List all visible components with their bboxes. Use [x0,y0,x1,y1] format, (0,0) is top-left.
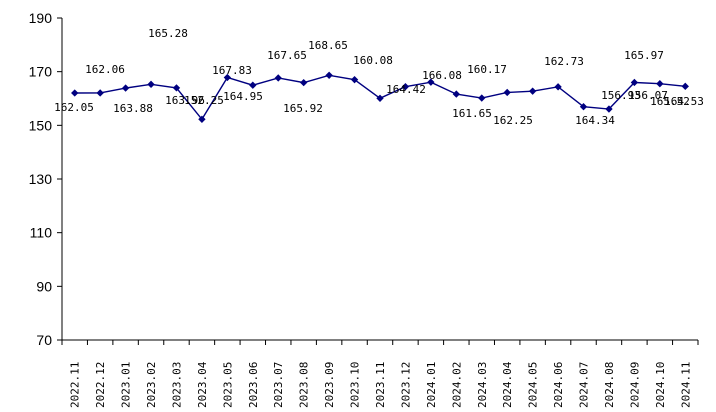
x-tick-label: 2023.09 [323,362,336,408]
y-tick-label: 150 [29,117,53,133]
data-point [503,88,511,97]
data-point [579,103,588,111]
data-label: 162.05 [54,101,94,114]
data-point [478,94,486,102]
data-point [452,90,460,98]
data-label: 164.42 [386,83,426,96]
data-label: 156.07 [628,89,668,102]
y-tick-label: 90 [36,278,52,294]
x-tick-label: 2022.11 [69,362,82,408]
data-label: 160.08 [353,54,393,67]
x-tick-label: 2024.01 [425,362,438,408]
data-point [96,89,104,97]
data-point [605,105,613,113]
x-tick-label: 2023.07 [272,362,285,408]
data-label: 164.34 [575,114,615,127]
data-point [528,87,537,95]
y-tick-label: 190 [29,10,53,26]
data-label: 160.17 [467,63,507,76]
x-tick-label: 2023.11 [374,362,387,408]
x-tick-label: 2023.12 [399,362,412,408]
data-point [325,71,333,79]
x-tick-label: 2023.03 [170,362,183,408]
data-point [427,78,435,86]
data-point [71,89,79,97]
data-label: 167.83 [212,64,252,77]
data-label: 165.97 [624,49,664,62]
data-label: 167.65 [267,49,307,62]
x-tick-label: 2023.02 [145,362,158,408]
data-point [300,78,308,87]
data-point [630,78,639,87]
data-point [656,80,664,88]
data-label: 166.08 [422,69,462,82]
x-tick-label: 2024.06 [552,362,565,408]
data-point [223,73,232,82]
data-point [249,81,257,89]
x-tick-label: 2023.06 [247,362,260,408]
x-tick-label: 2023.08 [298,362,311,408]
x-tick-label: 2024.09 [628,362,641,408]
y-tick-label: 130 [29,171,53,187]
data-point [350,75,359,84]
data-label: 163.88 [113,102,153,115]
data-label: 156.93 [601,89,641,102]
data-label: 163.96 [165,94,205,107]
data-point [147,80,155,89]
data-label: 164.95 [223,90,263,103]
data-point [376,94,384,102]
data-label: 165.52 [650,95,690,108]
x-tick-label: 2023.01 [120,362,133,408]
y-tick-label: 70 [36,332,52,348]
x-tick-label: 2023.04 [196,361,209,408]
x-tick-label: 2022.12 [94,362,107,408]
x-tick-label: 2023.10 [349,362,362,408]
data-label: 168.65 [308,39,348,52]
x-tick-label: 2024.02 [450,362,463,408]
data-label: 165.28 [148,27,188,40]
data-label: 164.53 [664,95,704,108]
x-tick-label: 2023.05 [221,362,234,408]
data-label: 162.06 [85,63,125,76]
data-point [681,82,689,91]
x-tick-label: 2024.08 [603,362,616,408]
x-tick-label: 2024.10 [654,362,667,408]
data-label: 161.65 [452,107,492,120]
data-point [274,74,282,82]
data-point [554,83,562,91]
data-label: 152.25 [184,94,224,107]
x-tick-label: 2024.11 [679,362,692,408]
data-point [121,84,130,92]
y-tick-label: 170 [29,64,53,80]
x-tick-label: 2024.04 [501,361,514,408]
x-tick-label: 2024.03 [476,362,489,408]
x-tick-label: 2024.07 [578,362,591,408]
data-point [198,115,206,123]
data-point [172,84,181,92]
data-label: 165.92 [283,102,323,115]
y-tick-label: 110 [30,225,53,241]
data-label: 162.25 [493,114,533,127]
data-point [401,82,410,91]
data-label: 162.73 [544,55,584,68]
x-tick-label: 2024.05 [527,362,540,408]
